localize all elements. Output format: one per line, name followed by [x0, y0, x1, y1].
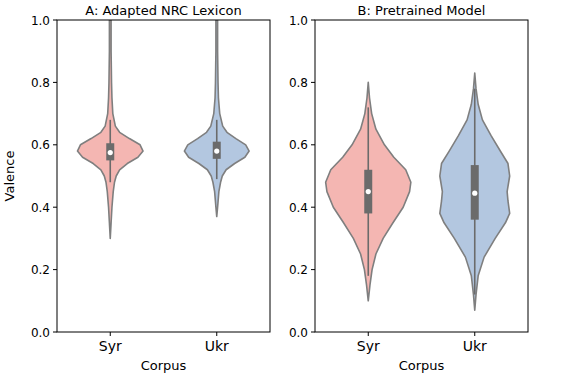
frame — [315, 20, 528, 332]
figure: 0.0 0.2 0.4 0.6 0.8 1.0 Syr Ukr A: Adapted NRC L… — [0, 0, 582, 376]
y-tick-label: 1.0 — [289, 14, 308, 28]
y-tick — [311, 82, 315, 83]
y-tick — [53, 269, 57, 270]
median — [472, 191, 477, 196]
y-tick-label: 0.0 — [289, 326, 308, 340]
y-tick — [53, 144, 57, 145]
x-tick-label: Ukr — [205, 338, 229, 354]
panel: 0.0 0.2 0.4 0.6 0.8 1.0 Syr Ukr A: Adapted NRC L… — [2, 3, 270, 373]
y-tick-label: 1.0 — [31, 14, 50, 28]
y-tick-label: 0.2 — [289, 263, 308, 277]
y-tick — [311, 269, 315, 270]
x-tick — [368, 332, 369, 336]
y-tick — [311, 332, 315, 333]
x-tick — [216, 332, 217, 336]
box — [213, 142, 221, 159]
x-tick-label: Syr — [99, 338, 122, 354]
violin-body — [440, 73, 510, 310]
y-tick — [53, 20, 57, 21]
y-tick-label: 0.8 — [289, 76, 308, 90]
y-tick — [53, 82, 57, 83]
y-tick-label: 0.8 — [31, 76, 50, 90]
y-tick-label: 0.6 — [289, 138, 308, 152]
x-tick — [474, 332, 475, 336]
frame — [57, 20, 270, 332]
y-tick — [311, 144, 315, 145]
violin-body — [77, 20, 143, 238]
box — [471, 165, 479, 220]
violins — [77, 20, 249, 238]
x-axis-label: Corpus — [141, 358, 187, 373]
box — [364, 170, 372, 214]
x-tick-label: Ukr — [463, 338, 487, 354]
y-tick-label: 0.6 — [31, 138, 50, 152]
y-axis-label: Valence — [2, 151, 17, 202]
title: A: Adapted NRC Lexicon — [85, 3, 242, 18]
x-axis-label: Corpus — [399, 358, 445, 373]
y-tick-label: 0.0 — [31, 326, 50, 340]
violins — [326, 73, 510, 310]
x-tick — [110, 332, 111, 336]
median — [108, 150, 113, 155]
y-tick — [53, 332, 57, 333]
panel: 0.0 0.2 0.4 0.6 0.8 1.0 Syr Ukr B: Pretrained Mo… — [289, 3, 528, 373]
y-tick — [53, 207, 57, 208]
violin-body — [326, 82, 411, 300]
median — [366, 189, 371, 194]
violin-body — [184, 20, 249, 217]
box — [106, 143, 114, 160]
y-tick-label: 0.4 — [289, 201, 308, 215]
median — [214, 148, 219, 153]
y-tick — [311, 207, 315, 208]
y-tick — [311, 20, 315, 21]
y-tick-label: 0.4 — [31, 201, 50, 215]
title: B: Pretrained Model — [358, 3, 486, 18]
y-tick-label: 0.2 — [31, 263, 50, 277]
x-tick-label: Syr — [357, 338, 380, 354]
